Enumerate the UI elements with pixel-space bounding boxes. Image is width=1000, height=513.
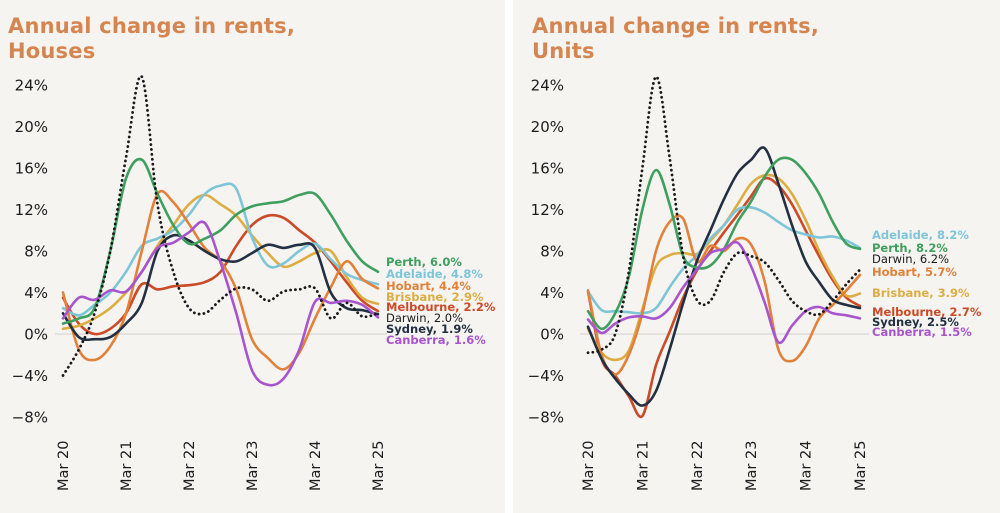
houses-chart-panel: Annual change in rents, Houses 24% 20% 16%… <box>0 0 505 513</box>
y-tick-label: 16% <box>531 160 564 178</box>
y-tick-label: 4% <box>24 284 48 302</box>
houses-title-line1: Annual change in rents, <box>8 14 296 38</box>
legend-melbourne: Melbourne, 2.7% <box>872 305 982 319</box>
series-line-sydney <box>586 146 862 407</box>
y-tick-label: −4% <box>12 367 48 385</box>
legend-hobart: Hobart, 4.4% <box>386 279 471 293</box>
y-tick-label: 20% <box>15 118 48 136</box>
legend-canberra: Canberra, 1.6% <box>386 333 486 347</box>
x-tick-label: Mar 25 <box>853 441 869 491</box>
legend-adelaide: Adelaide, 4.8% <box>386 267 483 281</box>
units-chart-panel: Annual change in rents, Units 24% 20% 16% 1… <box>513 0 1000 513</box>
legend-darwin: Darwin, 2.0% <box>386 311 463 325</box>
legend-perth: Perth, 8.2% <box>872 241 948 255</box>
y-tick-label: 0% <box>540 326 564 344</box>
units-chart-title: Annual change in rents, Units <box>532 14 819 64</box>
units-line-chart: 24% 20% 16% 12% 8% 4% 0% −4% −8% Mar 20 Mar 21 Mar … <box>528 75 982 491</box>
series-line-darwin <box>61 74 380 377</box>
series-line-melbourne <box>586 176 862 419</box>
series-line-adelaide <box>586 205 862 315</box>
y-tick-label: 4% <box>540 284 564 302</box>
x-tick-label: Mar 21 <box>635 441 651 491</box>
y-tick-label: 12% <box>15 201 48 219</box>
y-tick-label: 8% <box>540 243 564 261</box>
units-title-line1: Annual change in rents, <box>532 14 820 38</box>
x-tick-label: Mar 20 <box>581 441 597 491</box>
legend-darwin: Darwin, 6.2% <box>872 252 949 266</box>
series-line-perth <box>61 157 380 325</box>
series-line-adelaide <box>61 182 380 317</box>
y-tick-label: 0% <box>24 326 48 344</box>
series-line-brisbane <box>61 193 380 331</box>
series-line-canberra <box>586 240 862 345</box>
units-title-line2: Units <box>532 39 595 63</box>
legend-adelaide: Adelaide, 8.2% <box>872 228 969 242</box>
y-tick-label: 20% <box>531 118 564 136</box>
y-tick-label: 12% <box>531 201 564 219</box>
x-tick-label: Mar 25 <box>371 441 387 491</box>
series-line-darwin <box>586 75 862 355</box>
y-tick-label: −4% <box>528 367 564 385</box>
houses-chart-title: Annual change in rents, Houses <box>8 14 295 64</box>
legend-melbourne: Melbourne, 2.2% <box>386 300 496 314</box>
legend-brisbane: Brisbane, 2.9% <box>386 290 484 304</box>
y-tick-label: −8% <box>528 409 564 427</box>
x-tick-label: Mar 20 <box>56 441 72 491</box>
legend-hobart: Hobart, 5.7% <box>872 265 957 279</box>
x-tick-label: Mar 21 <box>119 441 135 491</box>
y-tick-label: 8% <box>24 243 48 261</box>
y-tick-label: 24% <box>531 77 564 95</box>
x-tick-label: Mar 24 <box>799 441 815 491</box>
legend-canberra: Canberra, 1.5% <box>872 325 972 339</box>
houses-line-chart: 24% 20% 16% 12% 8% 4% 0% −4% −8% Mar 20 Mar 21 Mar … <box>12 74 496 491</box>
series-line-canberra <box>61 220 380 387</box>
legend-sydney: Sydney, 2.5% <box>872 315 959 329</box>
legend-sydney: Sydney, 1.9% <box>386 322 473 336</box>
legend-brisbane: Brisbane, 3.9% <box>872 286 970 300</box>
legend-perth: Perth, 6.0% <box>386 255 462 269</box>
houses-title-line2: Houses <box>8 39 96 63</box>
x-tick-label: Mar 24 <box>308 441 324 491</box>
x-tick-label: Mar 22 <box>690 441 706 491</box>
series-line-hobart <box>61 189 380 371</box>
x-tick-label: Mar 23 <box>744 441 760 491</box>
y-tick-label: 24% <box>15 77 48 95</box>
x-tick-label: Mar 22 <box>182 441 198 491</box>
series-line-perth <box>586 156 862 331</box>
y-tick-label: 16% <box>15 160 48 178</box>
y-tick-label: −8% <box>12 409 48 427</box>
series-line-melbourne <box>61 213 380 336</box>
x-tick-label: Mar 23 <box>245 441 261 491</box>
